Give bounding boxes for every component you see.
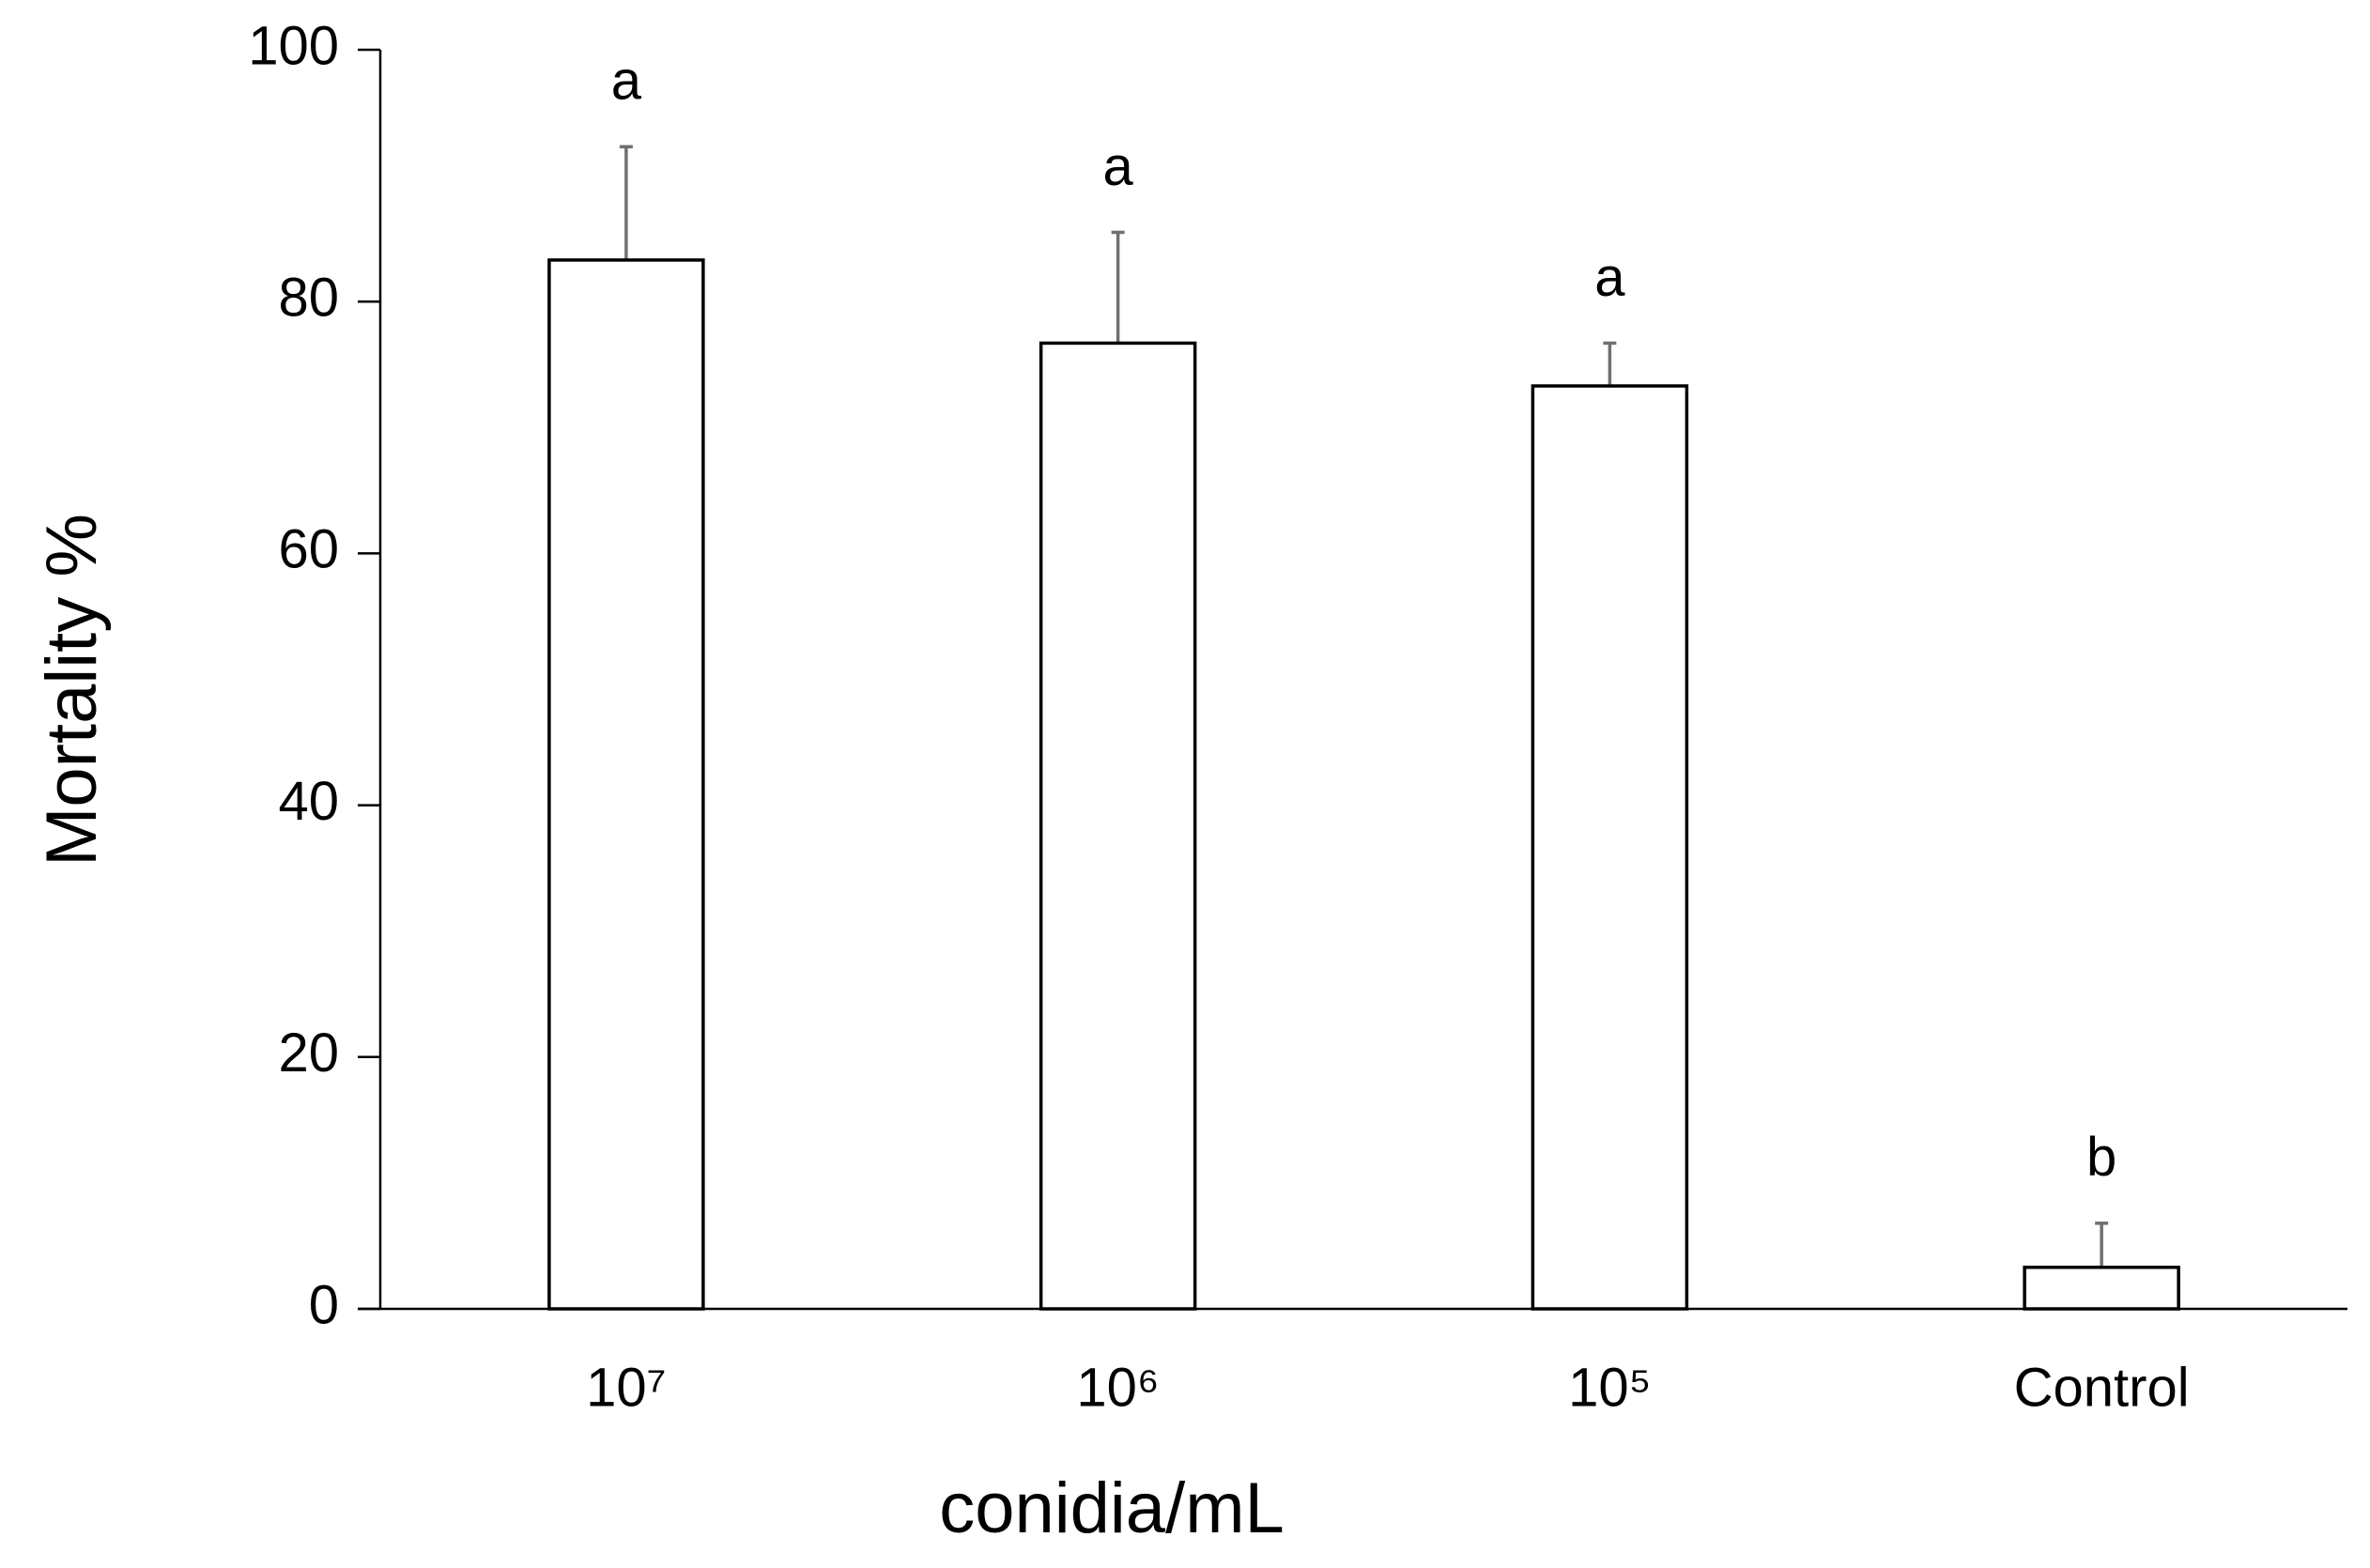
bar xyxy=(1039,341,1197,1311)
x-tick-label: Control xyxy=(2014,1357,2190,1418)
y-tick-label: 100 xyxy=(248,15,339,76)
bar xyxy=(2023,1265,2180,1311)
y-tick-label: 40 xyxy=(278,771,339,832)
significance-letter: a xyxy=(611,51,642,112)
bar xyxy=(547,258,705,1311)
bar xyxy=(1531,384,1689,1311)
y-tick-label: 60 xyxy=(278,519,339,580)
y-axis-title: Mortality % xyxy=(32,514,112,867)
significance-letter: b xyxy=(2086,1127,2116,1188)
x-tick-label: 10⁵ xyxy=(1568,1357,1652,1418)
x-tick-label: 10⁶ xyxy=(1076,1357,1159,1418)
x-axis-title: conidia/mL xyxy=(939,1468,1285,1548)
y-tick-label: 80 xyxy=(278,268,339,329)
significance-letter: a xyxy=(1594,247,1625,308)
y-tick-label: 20 xyxy=(278,1022,339,1084)
x-tick-label: 10⁷ xyxy=(586,1357,667,1418)
y-tick-label: 0 xyxy=(309,1274,339,1335)
significance-letter: a xyxy=(1102,136,1133,197)
